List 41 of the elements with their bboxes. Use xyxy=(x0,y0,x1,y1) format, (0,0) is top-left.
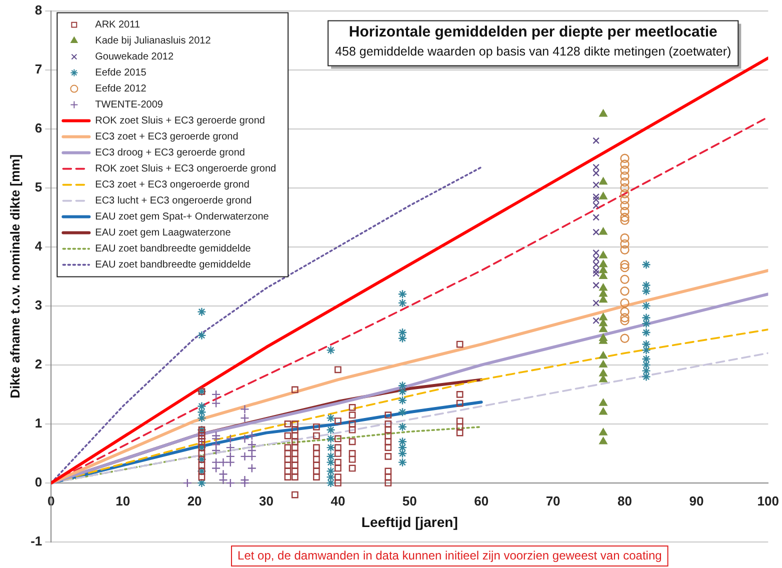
legend-label: ROK zoet Sluis + EC3 geroerde grond xyxy=(95,116,265,127)
x-tick-label: 60 xyxy=(474,493,489,508)
legend-label: EC3 droog + EC3 geroerde grond xyxy=(95,148,245,159)
y-tick-label: 7 xyxy=(34,61,42,76)
y-tick-label: 6 xyxy=(34,120,42,136)
legend-label: EAU zoet gem Spat-+ Onderwaterzone xyxy=(95,212,270,223)
text: Horizontale gemiddelden per diepte per meetlocatie xyxy=(348,23,718,40)
x-tick-label: 40 xyxy=(330,493,346,508)
x-axis-title: Leeftijd [jaren] xyxy=(361,514,458,530)
x-tick-label: 30 xyxy=(259,493,274,508)
legend-label: ARK 2011 xyxy=(95,20,140,31)
legend-label: EAU zoet bandbreedte gemiddelde xyxy=(95,260,252,271)
legend-label: Eefde 2015 xyxy=(95,68,147,79)
y-tick-label: 8 xyxy=(34,2,42,18)
x-tick-label: 20 xyxy=(187,493,202,508)
x-tick-label: 50 xyxy=(402,493,417,508)
legend-label: ROK zoet Sluis + EC3 ongeroerde grond xyxy=(95,164,276,175)
x-tick-label: 80 xyxy=(618,493,632,508)
y-axis-title: Dikte afname t.o.v. nominale dikte [mm] xyxy=(7,154,22,398)
legend-label: EC3 lucht + EC3 ongeroerde grond xyxy=(95,196,252,207)
y-tick-label: 4 xyxy=(34,238,43,254)
x-tick-label: 100 xyxy=(757,493,780,508)
legend-label: EAU zoet bandbreedte gemiddelde xyxy=(95,244,252,255)
legend-label: Gouwekade 2012 xyxy=(95,52,174,63)
legend-label: Kade bij Julianasluis 2012 xyxy=(95,36,212,47)
y-tick-label: -1 xyxy=(30,534,42,549)
y-tick-label: 1 xyxy=(34,416,42,431)
legend-label: EC3 zoet + EC3 geroerde grond xyxy=(95,132,238,143)
text: 458 gemiddelde waarden op basis van 4128 dikte metingen (zoetwater) xyxy=(335,44,732,59)
y-tick-label: 3 xyxy=(34,297,42,312)
x-tick-label: 10 xyxy=(116,493,130,508)
legend-label: TWENTE-2009 xyxy=(95,100,164,111)
text: Let op, de damwanden in data kunnen initieel zijn voorzien geweest van coating xyxy=(238,548,662,562)
legend-label: EAU zoet gem Laagwaterzone xyxy=(95,228,232,239)
x-tick-label: 90 xyxy=(689,493,704,508)
x-tick-label: 70 xyxy=(546,493,560,508)
y-tick-label: 5 xyxy=(34,179,42,194)
y-tick-label: 2 xyxy=(34,356,42,372)
legend-label: EC3 zoet + EC3 ongeroerde grond xyxy=(95,180,250,191)
legend-label: Eefde 2012 xyxy=(95,84,147,95)
y-tick-label: 0 xyxy=(34,474,42,490)
